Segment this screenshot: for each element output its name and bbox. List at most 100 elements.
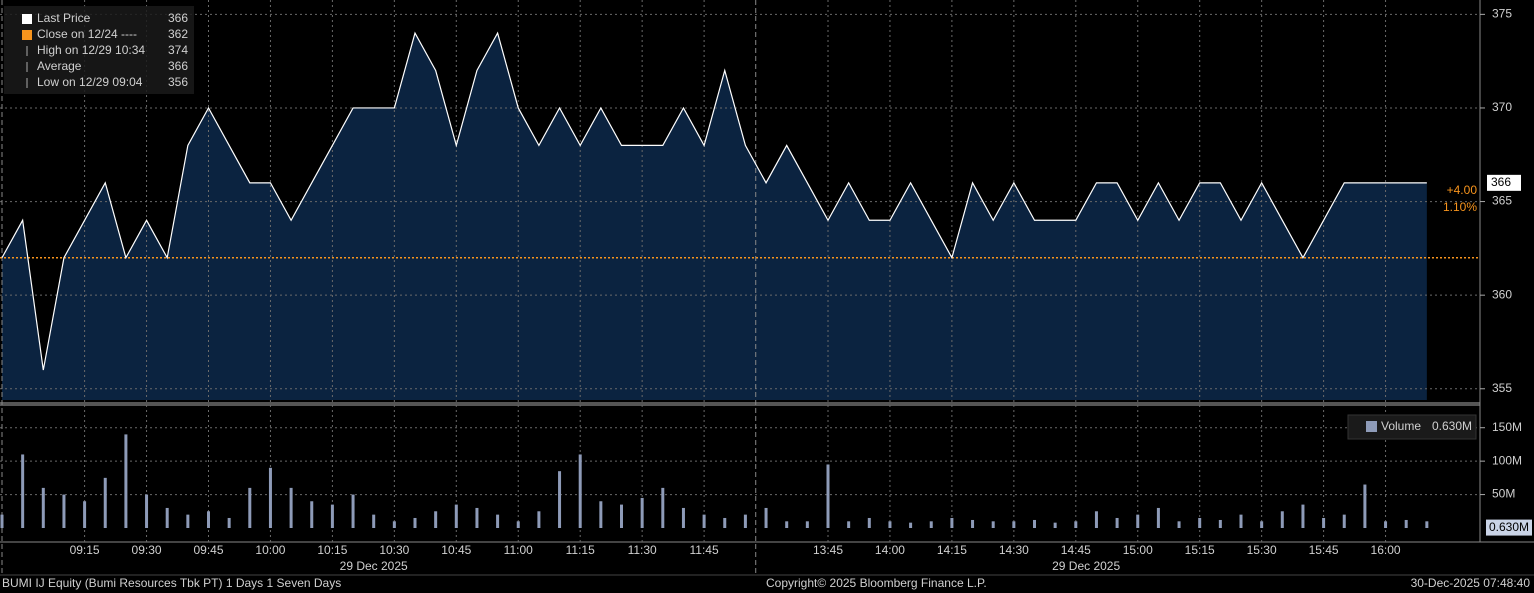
price-line [1, 31, 1427, 371]
x-tick-label: 10:45 [441, 543, 471, 557]
volume-bar [640, 497, 644, 528]
volume-bar [62, 494, 66, 528]
pane-separator [0, 402, 1480, 406]
volume-bar [599, 501, 603, 528]
volume-bar [475, 507, 479, 528]
volume-bar [330, 504, 334, 528]
legend-box [4, 6, 194, 94]
volume-bar [537, 511, 541, 528]
x-tick-label: 09:45 [193, 543, 223, 557]
volume-bar [578, 454, 582, 528]
volume-bar [702, 514, 706, 528]
volume-bar [1156, 507, 1160, 528]
y-tick-label: 370 [1492, 100, 1512, 114]
volume-bar [1260, 521, 1264, 528]
x-tick-label: 14:45 [1061, 543, 1091, 557]
volume-bar [805, 521, 809, 528]
volume-bar [289, 487, 293, 528]
volume-bar [434, 511, 438, 528]
x-tick-label: 11:30 [628, 543, 657, 557]
volume-bar [186, 514, 190, 528]
legend-value: 362 [168, 27, 188, 41]
legend-value: 374 [168, 43, 188, 57]
volume-bar [1280, 511, 1284, 528]
volume-bar [743, 514, 747, 528]
volume-bar [207, 511, 210, 528]
footer-timestamp: 30-Dec-2025 07:48:40 [1411, 576, 1531, 590]
legend-label: Volume [1381, 419, 1421, 433]
volume-bar [351, 494, 355, 528]
volume-bar [681, 507, 685, 528]
x-date-label: 29 Dec 2025 [340, 559, 408, 573]
legend-value: 366 [168, 11, 188, 25]
y-tick-label: 375 [1492, 7, 1512, 21]
x-tick-label: 09:15 [70, 543, 100, 557]
last-price-tag-label: 366 [1491, 175, 1511, 189]
legend-label: Low on 12/29 09:04 [37, 75, 143, 89]
volume-bar [950, 517, 954, 528]
volume-bar [248, 487, 252, 528]
legend-value: 356 [168, 75, 188, 89]
last-volume-tag [1486, 519, 1532, 536]
x-tick-label: 10:00 [255, 543, 285, 557]
volume-bar [1136, 514, 1140, 528]
x-tick-label: 15:00 [1123, 543, 1153, 557]
volume-bar [1239, 514, 1243, 528]
volume-bar [1322, 517, 1326, 528]
volume-bar [83, 501, 87, 528]
volume-bar [1012, 521, 1016, 528]
x-tick-label: 14:00 [875, 543, 905, 557]
change-pct-label: 1.10% [1443, 200, 1477, 214]
volume-bar [227, 517, 231, 528]
y-tick-label: 150M [1492, 420, 1522, 434]
x-tick-label: 14:15 [937, 543, 967, 557]
volume-bar [785, 521, 789, 528]
volume-bar [1198, 517, 1202, 528]
volume-bar [909, 522, 913, 528]
volume-bar [1425, 521, 1429, 528]
volume-bar [310, 501, 314, 528]
x-tick-label: 10:15 [317, 543, 347, 557]
x-tick-label: 14:30 [999, 543, 1029, 557]
change-label: +4.00 [1447, 183, 1478, 197]
y-tick-label: 100M [1492, 453, 1522, 467]
volume-bar [1218, 519, 1222, 528]
volume-bar [1115, 517, 1119, 528]
volume-bar [1177, 521, 1181, 528]
last-volume-tag-label: 0.630M [1489, 520, 1529, 534]
volume-bar [41, 487, 45, 528]
x-tick-label: 11:00 [504, 543, 533, 557]
legend-swatch [22, 30, 32, 40]
volume-bar [21, 454, 25, 528]
legend-label: High on 12/29 10:34 [37, 43, 145, 57]
x-tick-label: 13:45 [813, 543, 843, 557]
volume-bar [124, 434, 128, 528]
footer-security: BUMI IJ Equity (Bumi Resources Tbk PT) 1… [2, 576, 341, 590]
volume-bar [454, 504, 458, 528]
volume-bar [764, 507, 768, 528]
volume-bar [971, 519, 975, 528]
volume-bar [1363, 484, 1367, 528]
x-tick-label: 11:15 [566, 543, 595, 557]
legend-label: Close on 12/24 ---- [37, 27, 137, 41]
volume-bar [372, 514, 376, 528]
last-price-tag [1487, 174, 1521, 191]
price-area [2, 33, 1427, 401]
volume-bar [991, 521, 995, 528]
volume-bar [558, 471, 562, 528]
volume-bar [268, 467, 272, 528]
legend-value: 0.630M [1432, 419, 1472, 433]
volume-bar [661, 487, 665, 528]
x-tick-label: 15:45 [1309, 543, 1339, 557]
legend-label: Average [37, 59, 82, 73]
x-tick-label: 15:30 [1247, 543, 1277, 557]
volume-bar [413, 517, 417, 528]
x-tick-label: 09:30 [132, 543, 162, 557]
volume-bar [0, 514, 4, 528]
volume-bar [826, 464, 830, 528]
x-tick-label: 10:30 [379, 543, 409, 557]
volume-bar [723, 517, 727, 528]
volume-bar [867, 517, 871, 528]
